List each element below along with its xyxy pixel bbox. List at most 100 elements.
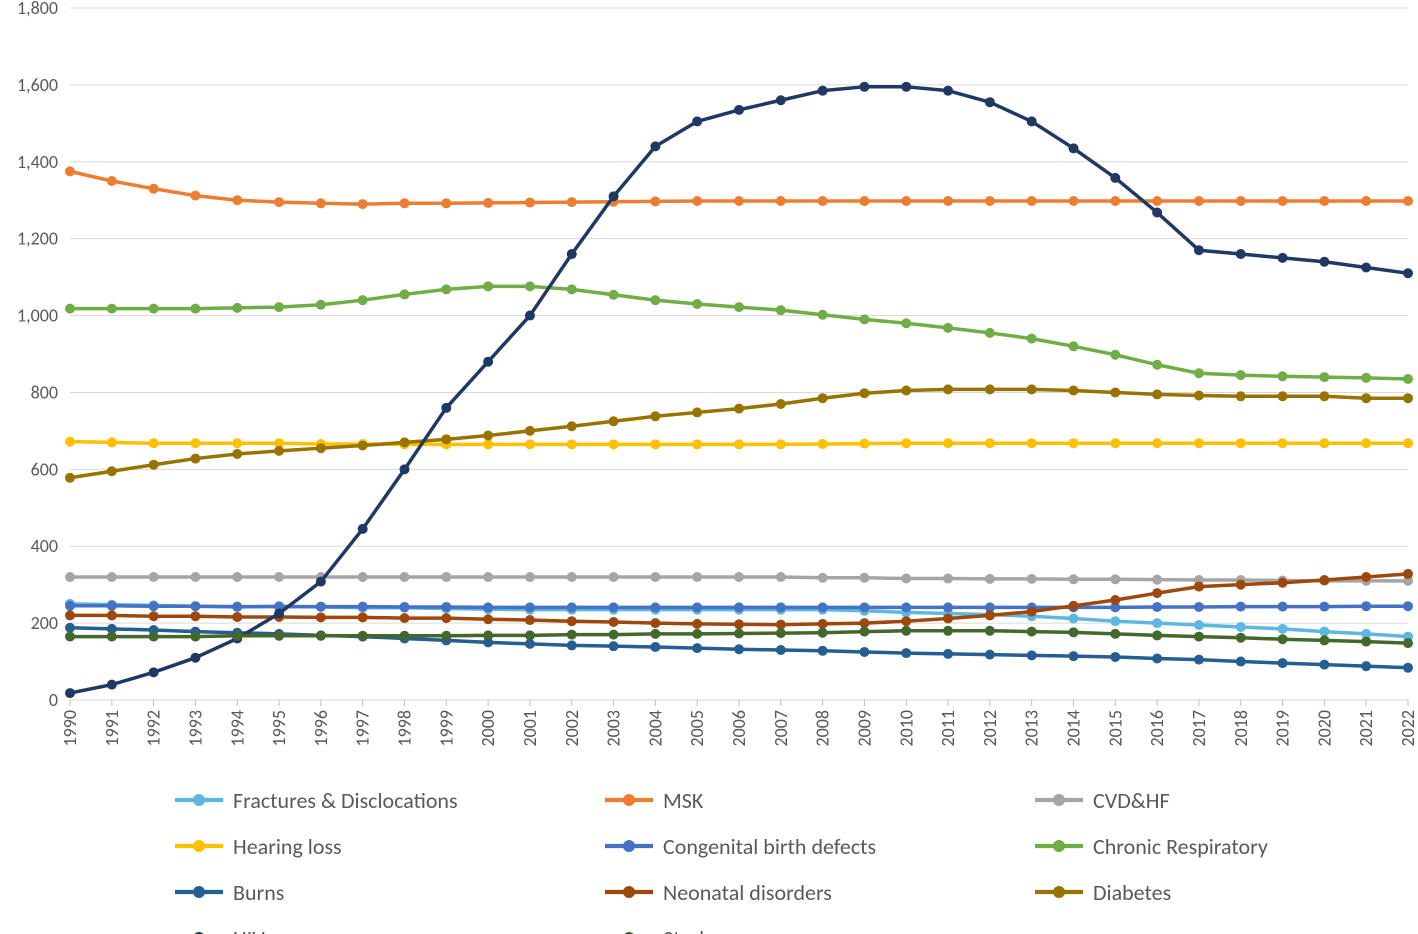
x-axis-tick-label: 1991 [101,710,123,747]
x-axis-tick-label: 2016 [1146,710,1168,747]
series-marker-congenital [232,602,242,612]
series-marker-msk [901,196,911,206]
series-marker-cvdhf [274,572,284,582]
series-marker-diabetes [190,454,200,464]
series-marker-stroke [1403,638,1413,648]
x-axis-tick-label: 1998 [394,710,416,747]
series-marker-stroke [358,631,368,641]
series-marker-neonatal [1152,588,1162,598]
x-axis-tick-label: 2022 [1397,710,1418,747]
series-marker-burns [776,645,786,655]
series-marker-diabetes [567,421,577,431]
series-marker-msk [358,199,368,209]
series-marker-hearing [107,437,117,447]
series-marker-stroke [525,630,535,640]
x-axis-tick-label: 1995 [268,710,290,747]
series-marker-congenital [149,601,159,611]
series-marker-burns [1110,652,1120,662]
series-marker-burns [818,646,828,656]
series-marker-hearing [650,439,660,449]
legend-swatch-marker [623,840,635,852]
series-marker-hiv [859,82,869,92]
series-marker-hearing [232,438,242,448]
series-marker-hiv [149,667,159,677]
series-marker-msk [859,196,869,206]
series-marker-respiratory [609,290,619,300]
series-marker-neonatal [107,610,117,620]
series-marker-congenital [1319,602,1329,612]
series-marker-cvdhf [985,574,995,584]
series-marker-msk [400,198,410,208]
series-marker-hearing [1236,438,1246,448]
series-marker-cvdhf [567,572,577,582]
series-marker-stroke [943,626,953,636]
series-marker-neonatal [650,618,660,628]
series-marker-fractures [1278,624,1288,634]
series-marker-respiratory [1236,370,1246,380]
series-marker-stroke [567,630,577,640]
series-marker-msk [274,197,284,207]
series-marker-diabetes [1361,393,1371,403]
series-marker-hiv [985,97,995,107]
series-marker-hearing [1152,438,1162,448]
series-marker-diabetes [65,473,75,483]
series-marker-hearing [734,439,744,449]
series-marker-msk [1069,196,1079,206]
series-marker-congenital [1361,601,1371,611]
series-marker-neonatal [190,611,200,621]
series-marker-congenital [190,601,200,611]
series-marker-burns [943,649,953,659]
series-marker-respiratory [441,284,451,294]
x-axis-tick-label: 2007 [770,710,792,747]
series-marker-respiratory [985,328,995,338]
series-marker-diabetes [650,411,660,421]
series-marker-hiv [190,653,200,663]
series-marker-msk [441,198,451,208]
series-marker-neonatal [901,616,911,626]
series-marker-hearing [943,438,953,448]
series-marker-stroke [107,632,117,642]
series-marker-stroke [1319,635,1329,645]
series-marker-hearing [567,439,577,449]
y-axis-tick-label: 200 [31,612,58,634]
series-marker-neonatal [65,610,75,620]
series-marker-neonatal [1069,601,1079,611]
series-marker-fractures [1236,622,1246,632]
series-marker-hiv [274,609,284,619]
series-marker-respiratory [1152,360,1162,370]
series-marker-congenital [1278,602,1288,612]
series-marker-hearing [149,438,159,448]
series-marker-cvdhf [609,572,619,582]
series-marker-burns [567,640,577,650]
x-axis-tick-label: 2013 [1021,710,1043,747]
x-axis-tick-label: 2017 [1188,710,1210,747]
series-marker-stroke [985,626,995,636]
series-marker-stroke [149,632,159,642]
series-marker-msk [1319,196,1329,206]
series-marker-congenital [650,602,660,612]
series-marker-neonatal [1278,578,1288,588]
series-marker-stroke [1361,637,1371,647]
series-marker-stroke [65,632,75,642]
legend-swatch-marker [1053,794,1065,806]
series-marker-diabetes [1110,387,1120,397]
series-marker-msk [650,196,660,206]
series-marker-respiratory [65,304,75,314]
series-marker-fractures [1194,620,1204,630]
series-marker-congenital [316,602,326,612]
legend-label: Stroke [663,925,720,934]
series-marker-diabetes [901,386,911,396]
series-marker-hearing [692,439,702,449]
series-marker-diabetes [943,384,953,394]
series-marker-msk [692,196,702,206]
series-marker-diabetes [818,393,828,403]
series-marker-cvdhf [859,573,869,583]
y-axis-tick-label: 600 [31,458,58,480]
series-marker-respiratory [358,295,368,305]
y-axis-tick-label: 400 [31,535,58,557]
series-marker-msk [776,196,786,206]
series-marker-stroke [1069,627,1079,637]
series-marker-stroke [859,627,869,637]
series-marker-msk [567,197,577,207]
series-marker-burns [1319,660,1329,670]
